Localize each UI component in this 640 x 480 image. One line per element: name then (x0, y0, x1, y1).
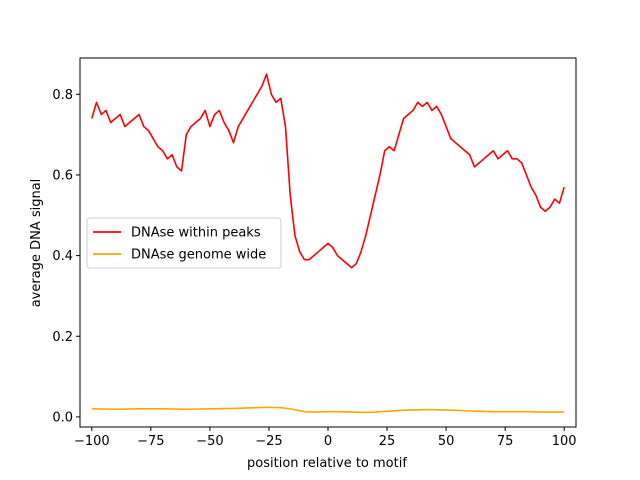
series-line-1 (91, 406, 565, 414)
legend: DNAse within peaks DNAse genome wide (86, 217, 282, 269)
y-axis-label: average DNA signal (29, 179, 44, 308)
x-tick-label: −75 (137, 434, 164, 449)
x-tick-label: −50 (196, 434, 223, 449)
legend-entry-0: DNAse within peaks (131, 226, 261, 241)
x-tick-label: 50 (438, 434, 455, 449)
y-tick-label: 0.6 (52, 168, 73, 183)
x-tick-label: 75 (497, 434, 514, 449)
y-tick-label: 0.4 (52, 249, 73, 264)
x-tick-label: −25 (255, 434, 282, 449)
x-tick-label: 25 (379, 434, 396, 449)
x-tick-label: −100 (74, 434, 110, 449)
legend-box (86, 217, 282, 269)
y-tick-label: 0.0 (52, 410, 73, 425)
plot-area (91, 73, 565, 414)
legend-entry-1: DNAse genome wide (131, 248, 266, 263)
series-line-0 (91, 73, 565, 269)
y-tick-label: 0.2 (52, 330, 73, 345)
x-tick-label: 0 (324, 434, 332, 449)
axes: −100 −75 −50 −25 0 25 50 75 100 0.0 0.2 0.4 0.6 0.8 (52, 57, 577, 449)
y-tick-label: 0.8 (52, 88, 73, 103)
x-axis-label: position relative to motif (247, 456, 407, 471)
x-tick-label: 100 (552, 434, 577, 449)
